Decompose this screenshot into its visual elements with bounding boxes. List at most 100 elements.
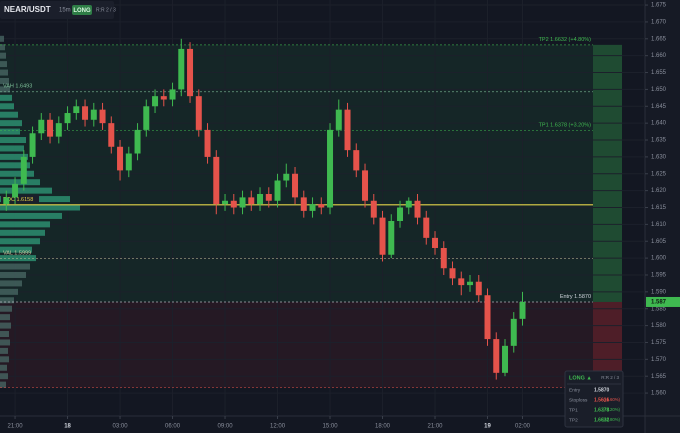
profile-bar [0,229,45,236]
profile-bar [0,86,10,93]
panel-row-change: (+3.20%) [602,407,620,412]
candle-body [213,156,220,205]
level-label: VAL 1.5999 [3,250,31,256]
panel-row-price: 1.6378 [594,407,610,413]
candle-body [73,106,80,114]
candle-body [64,113,71,124]
last-price-tag [646,296,680,307]
profile-bar [0,162,30,169]
candle-body [125,153,132,171]
panel-row-price: 1.5870 [594,387,610,393]
profile-bar [0,373,8,380]
profile-bar [0,179,40,186]
panel-row-label: TP1 [569,407,578,413]
candle-body [239,197,246,208]
y-tick-label: 1.675 [651,3,667,9]
candle-body [467,281,474,286]
y-tick-label: 1.625 [651,171,667,177]
candle-body [99,109,106,124]
level-label: TP1 1.6378 (+3.20%) [539,123,592,129]
profile-bar [0,128,20,135]
panel-row-label: TP2 [569,417,578,423]
candle-body [178,48,185,90]
panel-row-price: 1.6632 [594,417,610,423]
y-tick-label: 1.630 [651,154,667,160]
candle-body [29,133,36,157]
candle-body [458,278,465,286]
level-label: VAH 1.6493 [3,84,32,90]
y-tick-label: 1.620 [651,188,667,194]
y-tick-label: 1.570 [651,357,667,363]
profile-bar [0,364,7,371]
y-tick-label: 1.670 [651,20,667,26]
candle-body [502,345,509,373]
axes: 1.560 1.565 1.570 1.575 1.580 1.585 1.590 1.595… [8,3,680,430]
profile-bar [0,204,80,211]
candle-body [55,123,62,137]
candle-body [38,119,45,134]
candle-body [388,220,395,255]
header: NEAR/USDT 15m LONG R:R 2 / 3 [0,1,116,19]
y-tick-label: 1.615 [651,205,667,211]
candle-body [370,200,377,218]
candle-body [160,96,167,100]
panel-row-change: (-1.60%) [604,397,621,402]
y-tick-label: 1.580 [651,323,667,329]
trade-panel: LONG ▲ R:R 2 / 3 Entry 1.5870 Stoploss 1.56… [564,370,624,428]
candle-body [318,204,325,208]
candle-body [230,200,237,208]
panel-row-label: Stoploss [569,397,588,403]
y-tick-label: 1.560 [651,391,667,397]
profile-bar [0,221,50,228]
profile-bar [0,69,8,76]
y-tick-label: 1.665 [651,36,667,42]
panel-bg [564,370,624,428]
x-tick-label: 21:00 [8,424,24,430]
candle-body [134,129,141,154]
y-tick-label: 1.650 [651,87,667,93]
panel-rr: R:R 2 / 3 [601,375,619,380]
candle-body [143,106,150,130]
y-tick-label: 1.595 [651,273,667,279]
y-tick-label: 1.565 [651,374,667,380]
profile-bar [0,339,10,346]
x-tick-label: 19 [484,424,491,430]
symbol: NEAR/USDT [4,5,51,14]
candle-body [519,301,526,319]
level-label: Entry 1.5870 [560,294,591,300]
profile-bar [0,61,7,68]
candle-body [510,318,517,346]
y-tick-label: 1.605 [651,239,667,245]
candle-body [152,96,159,107]
candle-body [353,150,360,171]
candle-body [265,194,272,201]
candle-body [20,156,27,184]
y-tick-label: 1.610 [651,222,667,228]
candle-body [187,48,194,97]
candle-body [90,109,97,120]
candle-body [82,106,89,120]
candle-body [484,295,491,340]
candle-body [108,123,115,147]
panel-title: LONG ▲ [569,375,592,381]
profile-bar [0,305,12,312]
profile-bar [0,347,8,354]
profile-bar [0,263,30,270]
candle-body [432,237,439,248]
side: LONG [73,8,91,14]
profile-bar [0,94,12,101]
profile-bar [0,238,40,245]
profile-bar [0,52,6,59]
candle-body [222,200,229,205]
x-tick-label: 02:00 [515,424,531,430]
candle-body [309,204,316,211]
candle-body [169,89,176,100]
profile-bar [0,35,4,42]
profile-bar [0,322,11,329]
candle-body [475,281,482,296]
last-price-label: 1.587 [651,300,667,306]
candle-body [423,217,430,238]
candle-body [248,197,255,205]
y-tick-label: 1.590 [651,289,667,295]
candle-body [405,200,412,208]
